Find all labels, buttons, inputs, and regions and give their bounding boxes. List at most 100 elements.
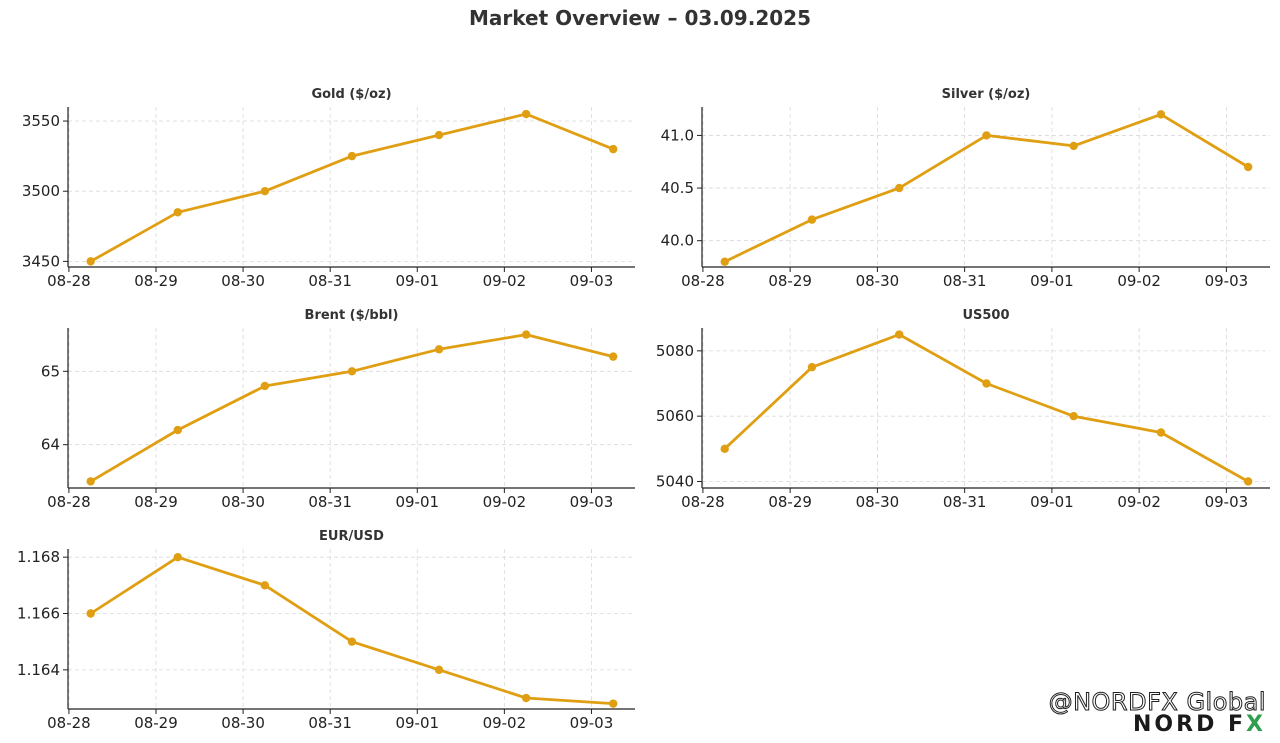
y-tick-label: 3550 <box>22 112 60 130</box>
data-point <box>347 637 357 646</box>
chart-panel-4: 08-28 08-29 08-30 08-31 09-01 09-02 09-03 5040 5… <box>656 308 1270 511</box>
chart-title: Brent ($/bbl) <box>305 308 399 323</box>
chart-title: US500 <box>962 308 1009 323</box>
x-tick-label: 09-02 <box>483 714 527 732</box>
x-tick-label: 09-02 <box>1117 493 1161 511</box>
series-line <box>89 555 615 705</box>
data-point <box>1069 141 1078 151</box>
x-tick-label: 09-03 <box>1205 272 1249 290</box>
y-tick-label: 64 <box>41 436 60 454</box>
y-tick-label: 3500 <box>22 182 60 200</box>
y-tick-label: 1.164 <box>17 661 60 679</box>
data-point <box>720 444 729 454</box>
y-tick-label: 1.168 <box>17 548 60 566</box>
data-point <box>1156 110 1166 119</box>
x-tick-label: 09-03 <box>1205 493 1249 511</box>
x-tick-label: 08-28 <box>681 493 725 511</box>
x-tick-label: 09-03 <box>570 714 614 732</box>
x-tick-label: 08-31 <box>308 493 352 511</box>
watermark: @NORDFX Global NORD FX <box>1048 688 1266 737</box>
chart-panel-2: 08-28 08-29 08-30 08-31 09-01 09-02 09-03 40.0 4… <box>661 87 1270 290</box>
data-point <box>720 257 729 266</box>
data-point <box>173 425 182 435</box>
x-tick-label: 08-31 <box>943 493 987 511</box>
data-point <box>521 109 531 119</box>
data-point <box>434 345 444 354</box>
y-tick-label: 3450 <box>22 252 60 270</box>
y-tick-label: 5080 <box>656 342 694 360</box>
watermark-handle: @NORDFX Global <box>1048 688 1266 717</box>
x-tick-label: 08-28 <box>47 272 91 290</box>
data-point <box>260 187 270 196</box>
data-point <box>807 215 817 224</box>
x-tick-label: 09-02 <box>483 493 527 511</box>
data-point <box>347 367 357 376</box>
x-tick-label: 08-31 <box>308 714 352 732</box>
data-point <box>521 330 531 339</box>
watermark-logo: NORD FX <box>1133 712 1266 737</box>
chart-panel-3: 08-28 08-29 08-30 08-31 09-01 09-02 09-03 64 65 B… <box>41 308 635 511</box>
x-tick-label: 09-01 <box>395 272 439 290</box>
data-point <box>173 552 182 562</box>
chart-panel-1: 08-28 08-29 08-30 08-31 09-01 09-02 09-03 3450 3… <box>22 87 635 290</box>
data-point <box>1156 428 1166 437</box>
x-tick-label: 09-01 <box>1030 272 1074 290</box>
data-point <box>86 609 95 618</box>
data-point <box>895 330 904 339</box>
data-point <box>609 352 618 361</box>
x-tick-label: 08-31 <box>308 272 352 290</box>
x-tick-label: 08-29 <box>134 272 178 290</box>
page-title: Market Overview – 03.09.2025 <box>469 6 811 30</box>
x-tick-label: 09-03 <box>570 272 614 290</box>
x-tick-label: 08-28 <box>681 272 725 290</box>
data-point <box>1069 411 1078 421</box>
x-tick-label: 08-30 <box>856 272 900 290</box>
y-tick-label: 5060 <box>656 407 694 425</box>
x-tick-label: 08-31 <box>943 272 987 290</box>
x-tick-label: 08-28 <box>47 714 91 732</box>
series-line <box>89 333 615 483</box>
data-point <box>260 581 270 590</box>
x-tick-label: 08-30 <box>856 493 900 511</box>
data-point <box>173 208 182 217</box>
x-tick-label: 09-03 <box>570 493 614 511</box>
data-point <box>521 693 531 703</box>
x-tick-label: 08-30 <box>221 714 265 732</box>
data-point <box>1243 477 1253 486</box>
y-tick-label: 40.0 <box>661 232 694 250</box>
data-point <box>609 144 618 154</box>
y-tick-label: 40.5 <box>661 179 694 197</box>
x-tick-label: 09-01 <box>1030 493 1074 511</box>
data-point <box>807 362 817 372</box>
data-point <box>260 381 270 391</box>
x-tick-label: 09-02 <box>483 272 527 290</box>
x-tick-label: 09-01 <box>395 714 439 732</box>
chart-title: EUR/USD <box>319 529 384 544</box>
data-point <box>895 183 904 193</box>
x-tick-label: 08-30 <box>221 272 265 290</box>
data-point <box>86 257 95 266</box>
chart-title: Gold ($/oz) <box>311 87 391 102</box>
x-tick-label: 08-29 <box>134 493 178 511</box>
y-tick-label: 41.0 <box>661 126 694 144</box>
data-point <box>434 130 444 140</box>
x-tick-label: 09-02 <box>1117 272 1161 290</box>
y-tick-label: 5040 <box>656 472 694 490</box>
x-tick-label: 08-28 <box>47 493 91 511</box>
chart-panel-5: 08-28 08-29 08-30 08-31 09-01 09-02 09-03 1.164… <box>17 529 635 732</box>
series-line <box>723 333 1250 483</box>
y-tick-label: 65 <box>41 362 60 380</box>
x-logo-icon: X <box>1246 712 1266 737</box>
data-point <box>982 379 991 388</box>
x-tick-label: 08-29 <box>768 272 812 290</box>
data-point <box>982 131 991 140</box>
chart-title: Silver ($/oz) <box>942 87 1031 102</box>
data-point <box>86 477 95 486</box>
x-tick-label: 09-01 <box>395 493 439 511</box>
series-line <box>89 112 615 263</box>
x-tick-label: 08-29 <box>768 493 812 511</box>
data-point <box>609 699 618 708</box>
x-tick-label: 08-30 <box>221 493 265 511</box>
data-point <box>434 665 444 675</box>
